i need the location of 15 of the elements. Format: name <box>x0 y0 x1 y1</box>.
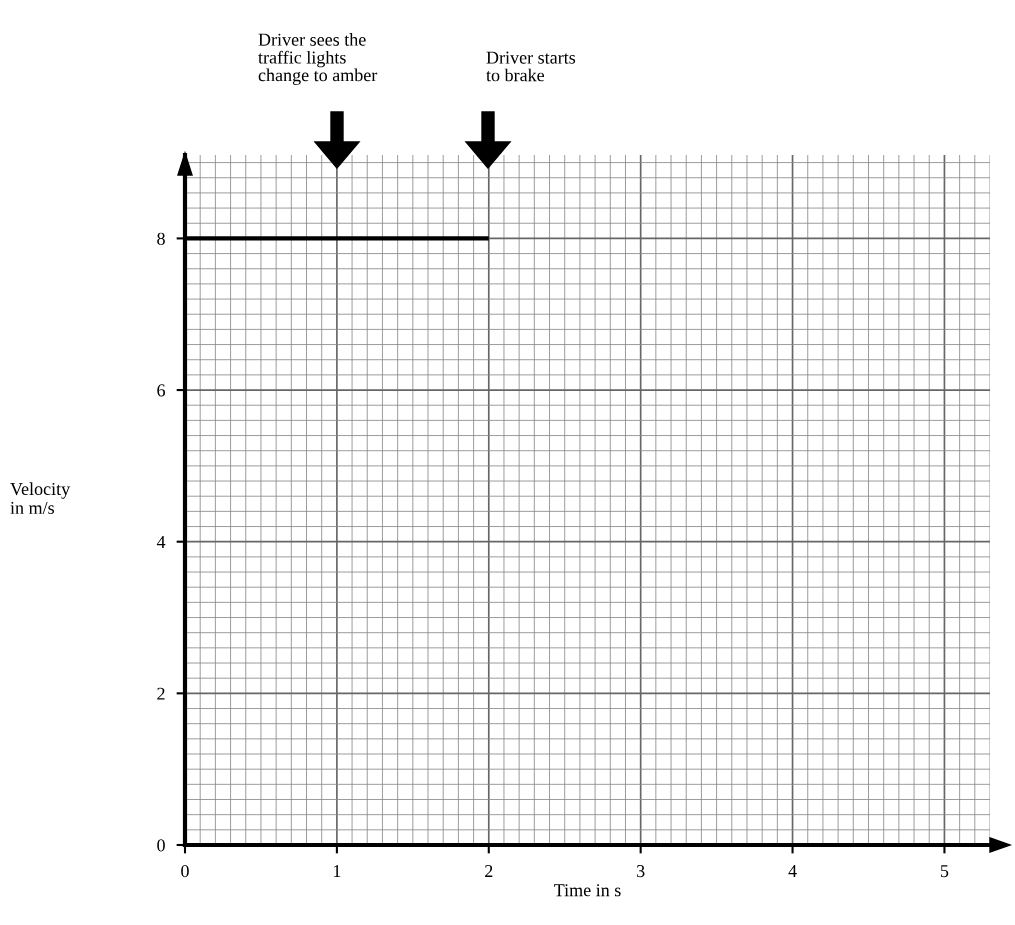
y-tick-label: 8 <box>157 232 165 245</box>
text: Driver sees the traffic lights change to amber <box>258 33 378 85</box>
y-tick-label: 4 <box>156 536 166 548</box>
y-tick-label: 2 <box>157 687 165 700</box>
x-tick-label: 3 <box>637 865 645 878</box>
x-tick-label: 1 <box>333 865 341 877</box>
y-tick-label: 6 <box>157 384 166 397</box>
x-axis-title: Time in s <box>554 884 621 897</box>
y-axis-title: Velocity in m/s <box>10 482 71 514</box>
x-tick-label: 5 <box>940 865 949 878</box>
x-tick-label: 4 <box>788 865 797 877</box>
text: Driver starts to brake <box>486 51 576 82</box>
x-tick-label: 2 <box>485 865 493 877</box>
x-tick-label: 0 <box>181 864 189 878</box>
y-tick-label: 0 <box>157 839 165 852</box>
